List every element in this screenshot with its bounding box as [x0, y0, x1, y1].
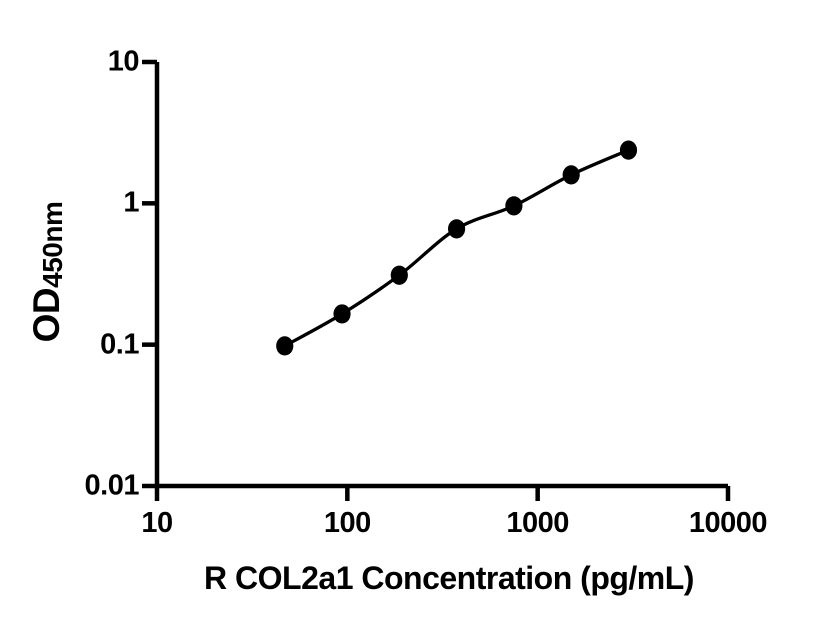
y-tick-label: 0.01	[84, 469, 140, 502]
data-point	[333, 304, 351, 324]
x-tick-label: 1000	[506, 507, 569, 539]
axis-spine	[154, 62, 728, 489]
data-point	[390, 265, 408, 285]
data-point	[276, 336, 294, 356]
y-tick-label: 10	[107, 45, 140, 78]
y-tick-label: 1	[123, 186, 139, 219]
x-tick-label: 10	[141, 507, 173, 539]
data-point	[447, 219, 466, 239]
y-axis-title-main: OD	[26, 287, 67, 343]
y-axis-title-subscript: 450nm	[37, 201, 68, 288]
y-tick-label: 0.1	[100, 328, 139, 361]
data-point	[562, 165, 580, 185]
x-axis-title: R COL2a1 Concentration (pg/mL)	[204, 560, 694, 596]
y-axis-title: OD450nm	[26, 202, 68, 343]
x-tick-label: 10000	[688, 507, 768, 539]
data-point	[619, 140, 638, 160]
data-point	[505, 196, 523, 216]
x-tick-label: 100	[323, 507, 371, 539]
